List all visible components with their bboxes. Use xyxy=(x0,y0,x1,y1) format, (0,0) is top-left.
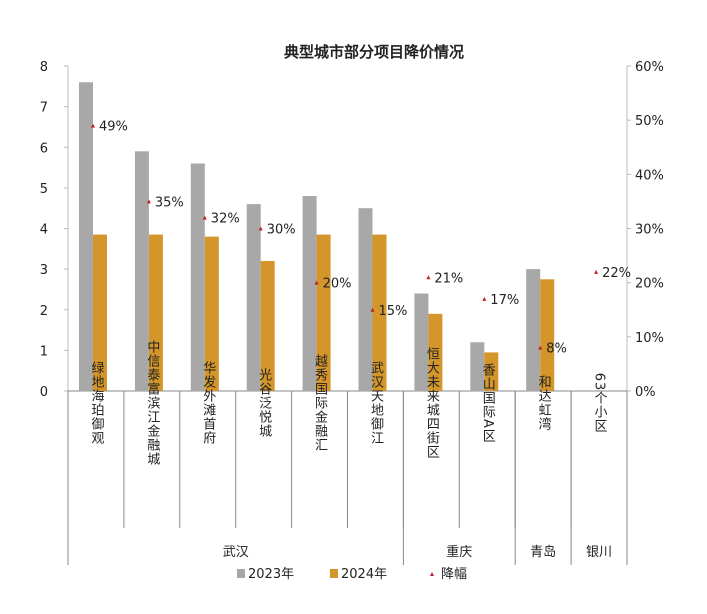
y2-tick-label: 0% xyxy=(635,385,656,400)
drop-label: 21% xyxy=(434,271,463,286)
bar-2023 xyxy=(470,342,485,391)
y2-tick-label: 50% xyxy=(635,114,664,129)
drop-marker xyxy=(314,280,319,285)
bar-2023 xyxy=(79,82,93,391)
legend-label-2023: 2023年 xyxy=(248,567,294,582)
bar-2024 xyxy=(484,352,499,391)
drop-label: 49% xyxy=(99,120,128,135)
drop-marker xyxy=(202,215,207,220)
bar-2024 xyxy=(148,234,163,391)
legend-marker-drop xyxy=(430,572,434,576)
y2-tick-label: 10% xyxy=(635,331,664,346)
legend-swatch-2023 xyxy=(237,569,245,578)
drop-marker xyxy=(594,269,599,274)
category-label: 和达虹湾 xyxy=(536,375,552,431)
bar-2024 xyxy=(372,234,387,391)
bar-2024 xyxy=(428,313,443,391)
y-tick-label: 8 xyxy=(40,60,48,75)
drop-label: 30% xyxy=(267,223,296,238)
y-tick-label: 0 xyxy=(40,385,48,400)
y2-tick-label: 40% xyxy=(635,168,664,183)
chart-title: 典型城市部分项目降价情况 xyxy=(284,43,464,61)
bar-2023 xyxy=(190,163,205,391)
bar-2024 xyxy=(204,236,219,391)
bar-2023 xyxy=(302,196,317,391)
drop-label: 15% xyxy=(379,304,408,319)
y-tick-label: 1 xyxy=(40,344,48,359)
y2-tick-label: 20% xyxy=(635,277,664,292)
y-tick-label: 4 xyxy=(40,223,48,238)
bar-2023 xyxy=(134,151,149,391)
category-label: 63个小区 xyxy=(592,373,608,434)
drop-marker xyxy=(258,226,263,231)
drop-marker xyxy=(91,123,95,128)
drop-label: 20% xyxy=(323,277,352,292)
y2-tick-label: 60% xyxy=(635,60,664,75)
drop-label: 22% xyxy=(602,266,631,281)
legend-label-2024: 2024年 xyxy=(341,567,387,582)
category-label: 华发外滩首府 xyxy=(200,361,216,445)
category-label: 武汉天地御江 xyxy=(368,361,384,445)
y-tick-label: 2 xyxy=(40,304,48,319)
drop-marker xyxy=(538,345,543,350)
category-label: 恒大未来城四街区 xyxy=(424,347,440,459)
group-label: 重庆 xyxy=(446,544,472,560)
category-label: 香山国际A区 xyxy=(480,363,496,443)
drop-label: 8% xyxy=(546,342,567,357)
drop-marker xyxy=(426,275,431,280)
drop-marker xyxy=(146,199,151,204)
category-label: 中信泰富滨江金融城 xyxy=(144,340,160,466)
legend-label-drop: 降幅 xyxy=(441,567,467,582)
bar-2023 xyxy=(358,208,373,391)
drop-label: 35% xyxy=(155,195,184,210)
category-label: 越秀国际金融汇 xyxy=(312,354,328,452)
y-tick-label: 5 xyxy=(40,182,48,197)
y-tick-label: 7 xyxy=(40,101,48,116)
y-tick-label: 3 xyxy=(40,263,48,278)
bar-2023 xyxy=(414,293,429,391)
bar-2024 xyxy=(260,261,275,391)
y-tick-label: 6 xyxy=(40,141,48,156)
bar-2024 xyxy=(93,234,107,391)
drop-marker xyxy=(482,296,487,301)
drop-marker xyxy=(370,307,375,312)
legend-swatch-2024 xyxy=(330,569,338,578)
bar-2023 xyxy=(246,204,261,391)
bar-2024 xyxy=(540,279,555,391)
drop-label: 32% xyxy=(211,212,240,227)
category-label: 光谷泛悦城 xyxy=(256,368,272,438)
group-label: 武汉 xyxy=(223,545,249,560)
bar-2024 xyxy=(316,234,331,391)
group-label: 银川 xyxy=(586,545,612,560)
y2-tick-label: 30% xyxy=(635,223,664,238)
group-label: 青岛 xyxy=(530,544,556,560)
drop-label: 17% xyxy=(490,293,519,308)
bar-2023 xyxy=(526,269,541,391)
category-label: 绿地海珀御观 xyxy=(88,361,104,445)
